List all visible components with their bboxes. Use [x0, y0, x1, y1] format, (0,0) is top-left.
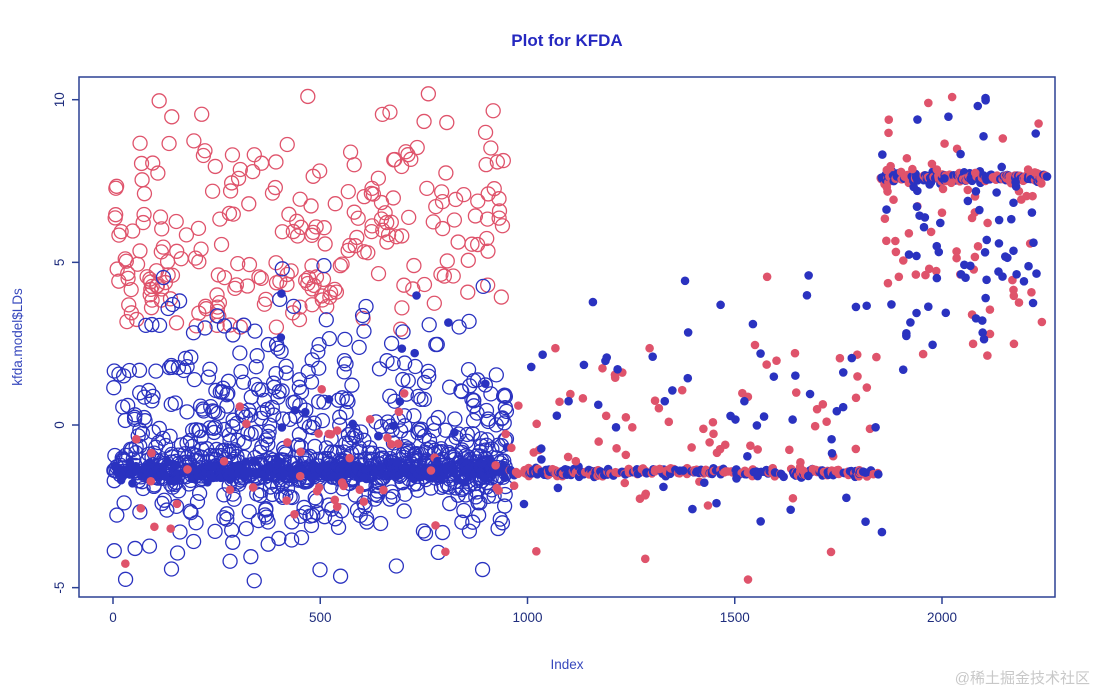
y-tick-label: -5 [52, 582, 67, 594]
x-tick-label: 500 [309, 610, 332, 625]
series-class1-test-right-scatter [880, 92, 1047, 360]
series-class2-test-right-scatter [878, 96, 1041, 374]
series-class2-test-mid-scatter [519, 271, 887, 537]
axes-layer: 0 500 1000 1500 2000 -5 0 5 10 [52, 76, 1056, 625]
y-axis-title: kfda.model$LDs [10, 288, 25, 386]
series-class1-train-midband-circles [118, 253, 350, 335]
x-tick-label: 2000 [927, 610, 957, 625]
x-tick-label: 1000 [512, 610, 542, 625]
watermark-text: @稀土掘金技术社区 [955, 670, 1090, 687]
series-class1-train-upper-circles [107, 86, 511, 337]
series-class1-test-mid-scatter [507, 272, 881, 564]
x-tick-label: 1500 [720, 610, 750, 625]
x-tick-label: 0 [109, 610, 117, 625]
y-tick-label: 5 [52, 259, 67, 267]
plot-frame [78, 76, 1056, 598]
series-outlier-points [300, 88, 990, 584]
y-tick-label: 10 [52, 92, 67, 107]
series-class1-train-sparse-dots [121, 385, 510, 568]
series-class2-train-scatter-circles [106, 261, 515, 589]
plot-title: Plot for KFDA [511, 31, 622, 50]
series-class2-train-sparse-dots [276, 289, 512, 483]
data-points-layer [106, 86, 1052, 589]
y-tick-label: 0 [52, 421, 67, 429]
series-test-mid-band-dots [505, 462, 883, 482]
x-axis-title: Index [550, 657, 583, 672]
